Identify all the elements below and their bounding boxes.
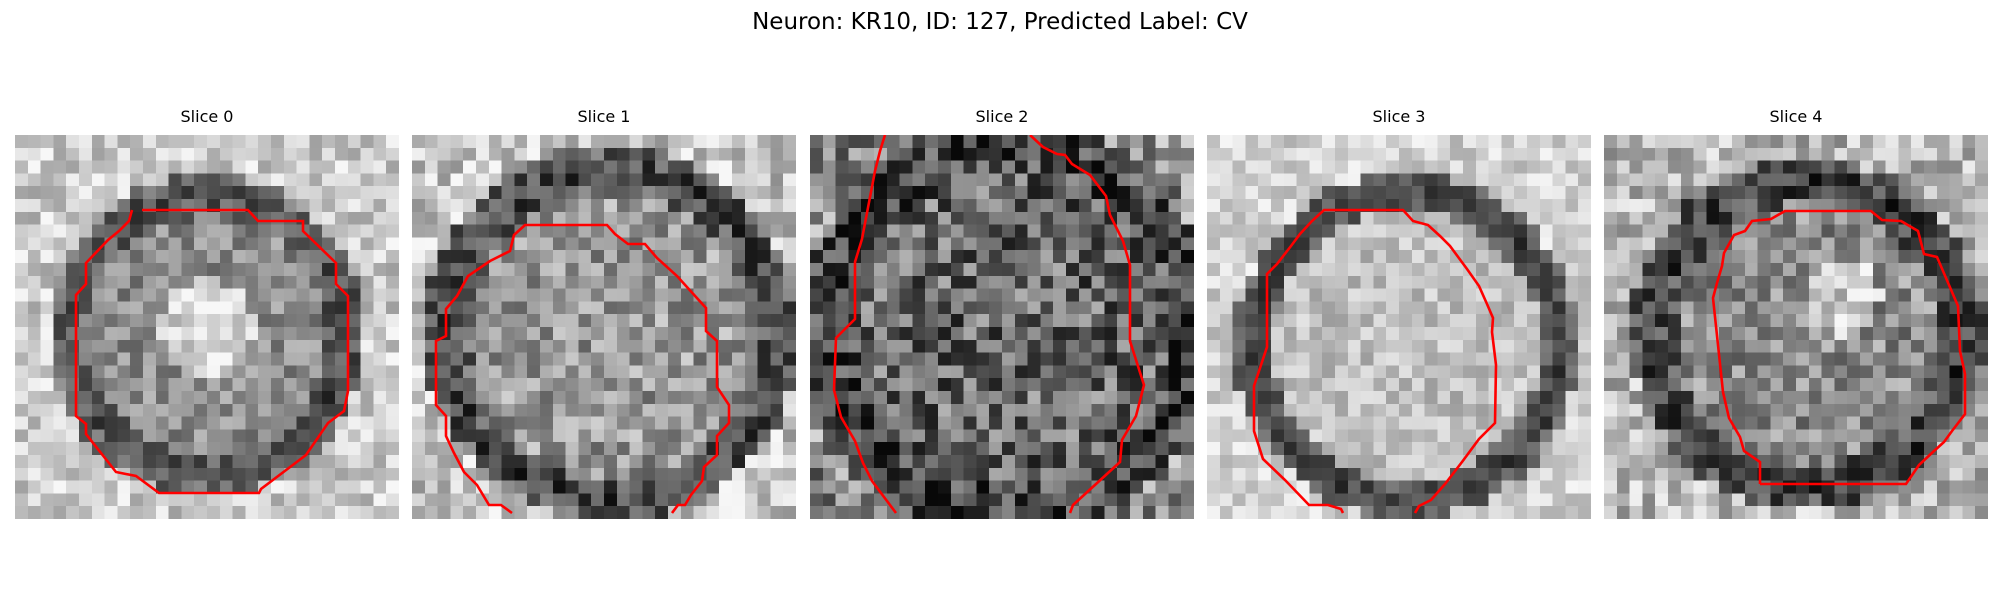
contour-line-2b: [1029, 135, 1146, 514]
slice-title-1: Slice 1: [577, 107, 631, 126]
slice-image-4: [1604, 135, 1988, 519]
contour-line-2: [832, 135, 898, 514]
slice-image-3: [1207, 135, 1591, 519]
figure-title: Neuron: KR10, ID: 127, Predicted Label: …: [752, 9, 1248, 35]
slice-title-0: Slice 0: [180, 107, 234, 126]
contour-line-3: [1252, 208, 1498, 514]
contour-line-4: [1711, 209, 1967, 486]
slice-title-3: Slice 3: [1372, 107, 1426, 126]
contour-line-1: [434, 223, 731, 515]
slice-image-1: [412, 135, 796, 519]
contour-line-0: [74, 208, 350, 495]
slice-image-0: [15, 135, 399, 519]
slice-image-2: [810, 135, 1194, 519]
slice-title-2: Slice 2: [975, 107, 1029, 126]
slice-title-4: Slice 4: [1769, 107, 1823, 126]
